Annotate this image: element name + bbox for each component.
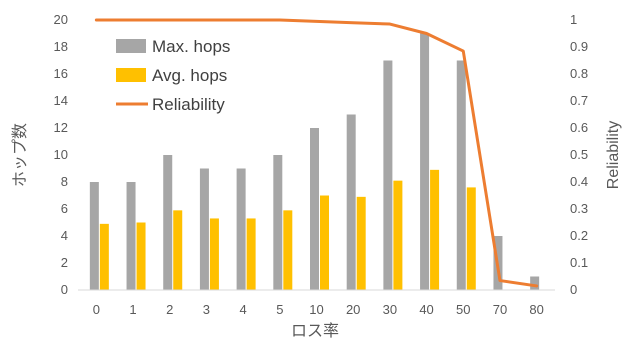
x-tick-label: 3: [203, 302, 210, 317]
line-series: [94, 18, 539, 288]
max-hops-bar: [530, 276, 540, 290]
right-axis-ticks: 0 0.1 0.2 0.3 0.4 0.5 0.6 0.7 0.8 0.9 1: [570, 12, 588, 297]
legend-swatch: [116, 68, 146, 82]
legend: Max. hops Avg. hops Reliability: [116, 37, 230, 114]
y2-tick-label: 0.5: [570, 147, 588, 162]
x-tick-label: 5: [276, 302, 283, 317]
x-tick-label: 0: [93, 302, 100, 317]
y-tick-label: 12: [54, 120, 68, 135]
max-hops-bar: [456, 60, 466, 290]
y2-tick-label: 0.6: [570, 120, 588, 135]
x-tick-label: 70: [493, 302, 507, 317]
legend-swatch: [116, 39, 146, 53]
avg-hops-bar: [136, 222, 146, 290]
x-tick-label: 4: [239, 302, 246, 317]
avg-hops-bar: [430, 169, 440, 290]
x-tick-label: 40: [419, 302, 433, 317]
y-tick-label: 0: [61, 282, 68, 297]
y2-tick-label: 0.4: [570, 174, 588, 189]
legend-label: Reliability: [152, 95, 225, 114]
max-hops-bar: [420, 33, 430, 290]
x-tick-label: 80: [529, 302, 543, 317]
x-tick-label: 2: [166, 302, 173, 317]
x-axis-title: ロス率: [291, 322, 339, 340]
y2-tick-label: 0.8: [570, 66, 588, 81]
y-axis-title: ホップ数: [11, 123, 29, 187]
max-hops-bar: [383, 60, 393, 290]
y-tick-label: 16: [54, 66, 68, 81]
y-tick-label: 18: [54, 39, 68, 54]
avg-hops-bar: [209, 218, 219, 290]
avg-hops-bar: [356, 196, 366, 290]
avg-hops-bar: [173, 210, 183, 290]
max-hops-bar: [163, 155, 173, 290]
max-hops-bar: [273, 155, 283, 290]
y2-tick-label: 1: [570, 12, 577, 27]
y-tick-label: 6: [61, 201, 68, 216]
avg-hops-bar: [99, 223, 109, 290]
x-tick-label: 50: [456, 302, 470, 317]
y-tick-label: 4: [61, 228, 68, 243]
x-axis-ticks: 0 1 2 3 4 5 10 20 30 40 50 70 80: [93, 302, 544, 317]
x-tick-label: 1: [129, 302, 136, 317]
y-tick-label: 10: [54, 147, 68, 162]
avg-hops-bar: [393, 180, 403, 290]
legend-label: Max. hops: [152, 37, 230, 56]
avg-hops-bar: [283, 210, 293, 290]
max-hops-bar: [346, 114, 356, 290]
max-hops-bar: [126, 182, 136, 290]
avg-hops-bar: [320, 195, 329, 290]
y2-axis-title: Reliability: [605, 121, 622, 189]
x-tick-label: 30: [383, 302, 397, 317]
legend-label: Avg. hops: [152, 66, 227, 85]
bar-series: [89, 33, 540, 290]
y2-tick-label: 0.2: [570, 228, 588, 243]
max-hops-bar: [310, 128, 319, 290]
reliability-line: [94, 18, 539, 288]
x-tick-label: 20: [346, 302, 360, 317]
y2-tick-label: 0.9: [570, 39, 588, 54]
y2-tick-label: 0: [570, 282, 577, 297]
x-tick-label: 10: [309, 302, 323, 317]
y2-tick-label: 0.7: [570, 93, 588, 108]
max-hops-bar: [199, 168, 209, 290]
y-tick-label: 20: [54, 12, 68, 27]
max-hops-bar: [236, 168, 246, 290]
y2-tick-label: 0.1: [570, 255, 588, 270]
y-tick-label: 2: [61, 255, 68, 270]
left-axis-ticks: 0 2 4 6 8 10 12 14 16 18 20: [54, 12, 68, 297]
y-tick-label: 14: [54, 93, 68, 108]
max-hops-bar: [89, 182, 99, 290]
avg-hops-bar: [466, 187, 476, 290]
avg-hops-bar: [246, 218, 256, 290]
y-tick-label: 8: [61, 174, 68, 189]
y2-tick-label: 0.3: [570, 201, 588, 216]
